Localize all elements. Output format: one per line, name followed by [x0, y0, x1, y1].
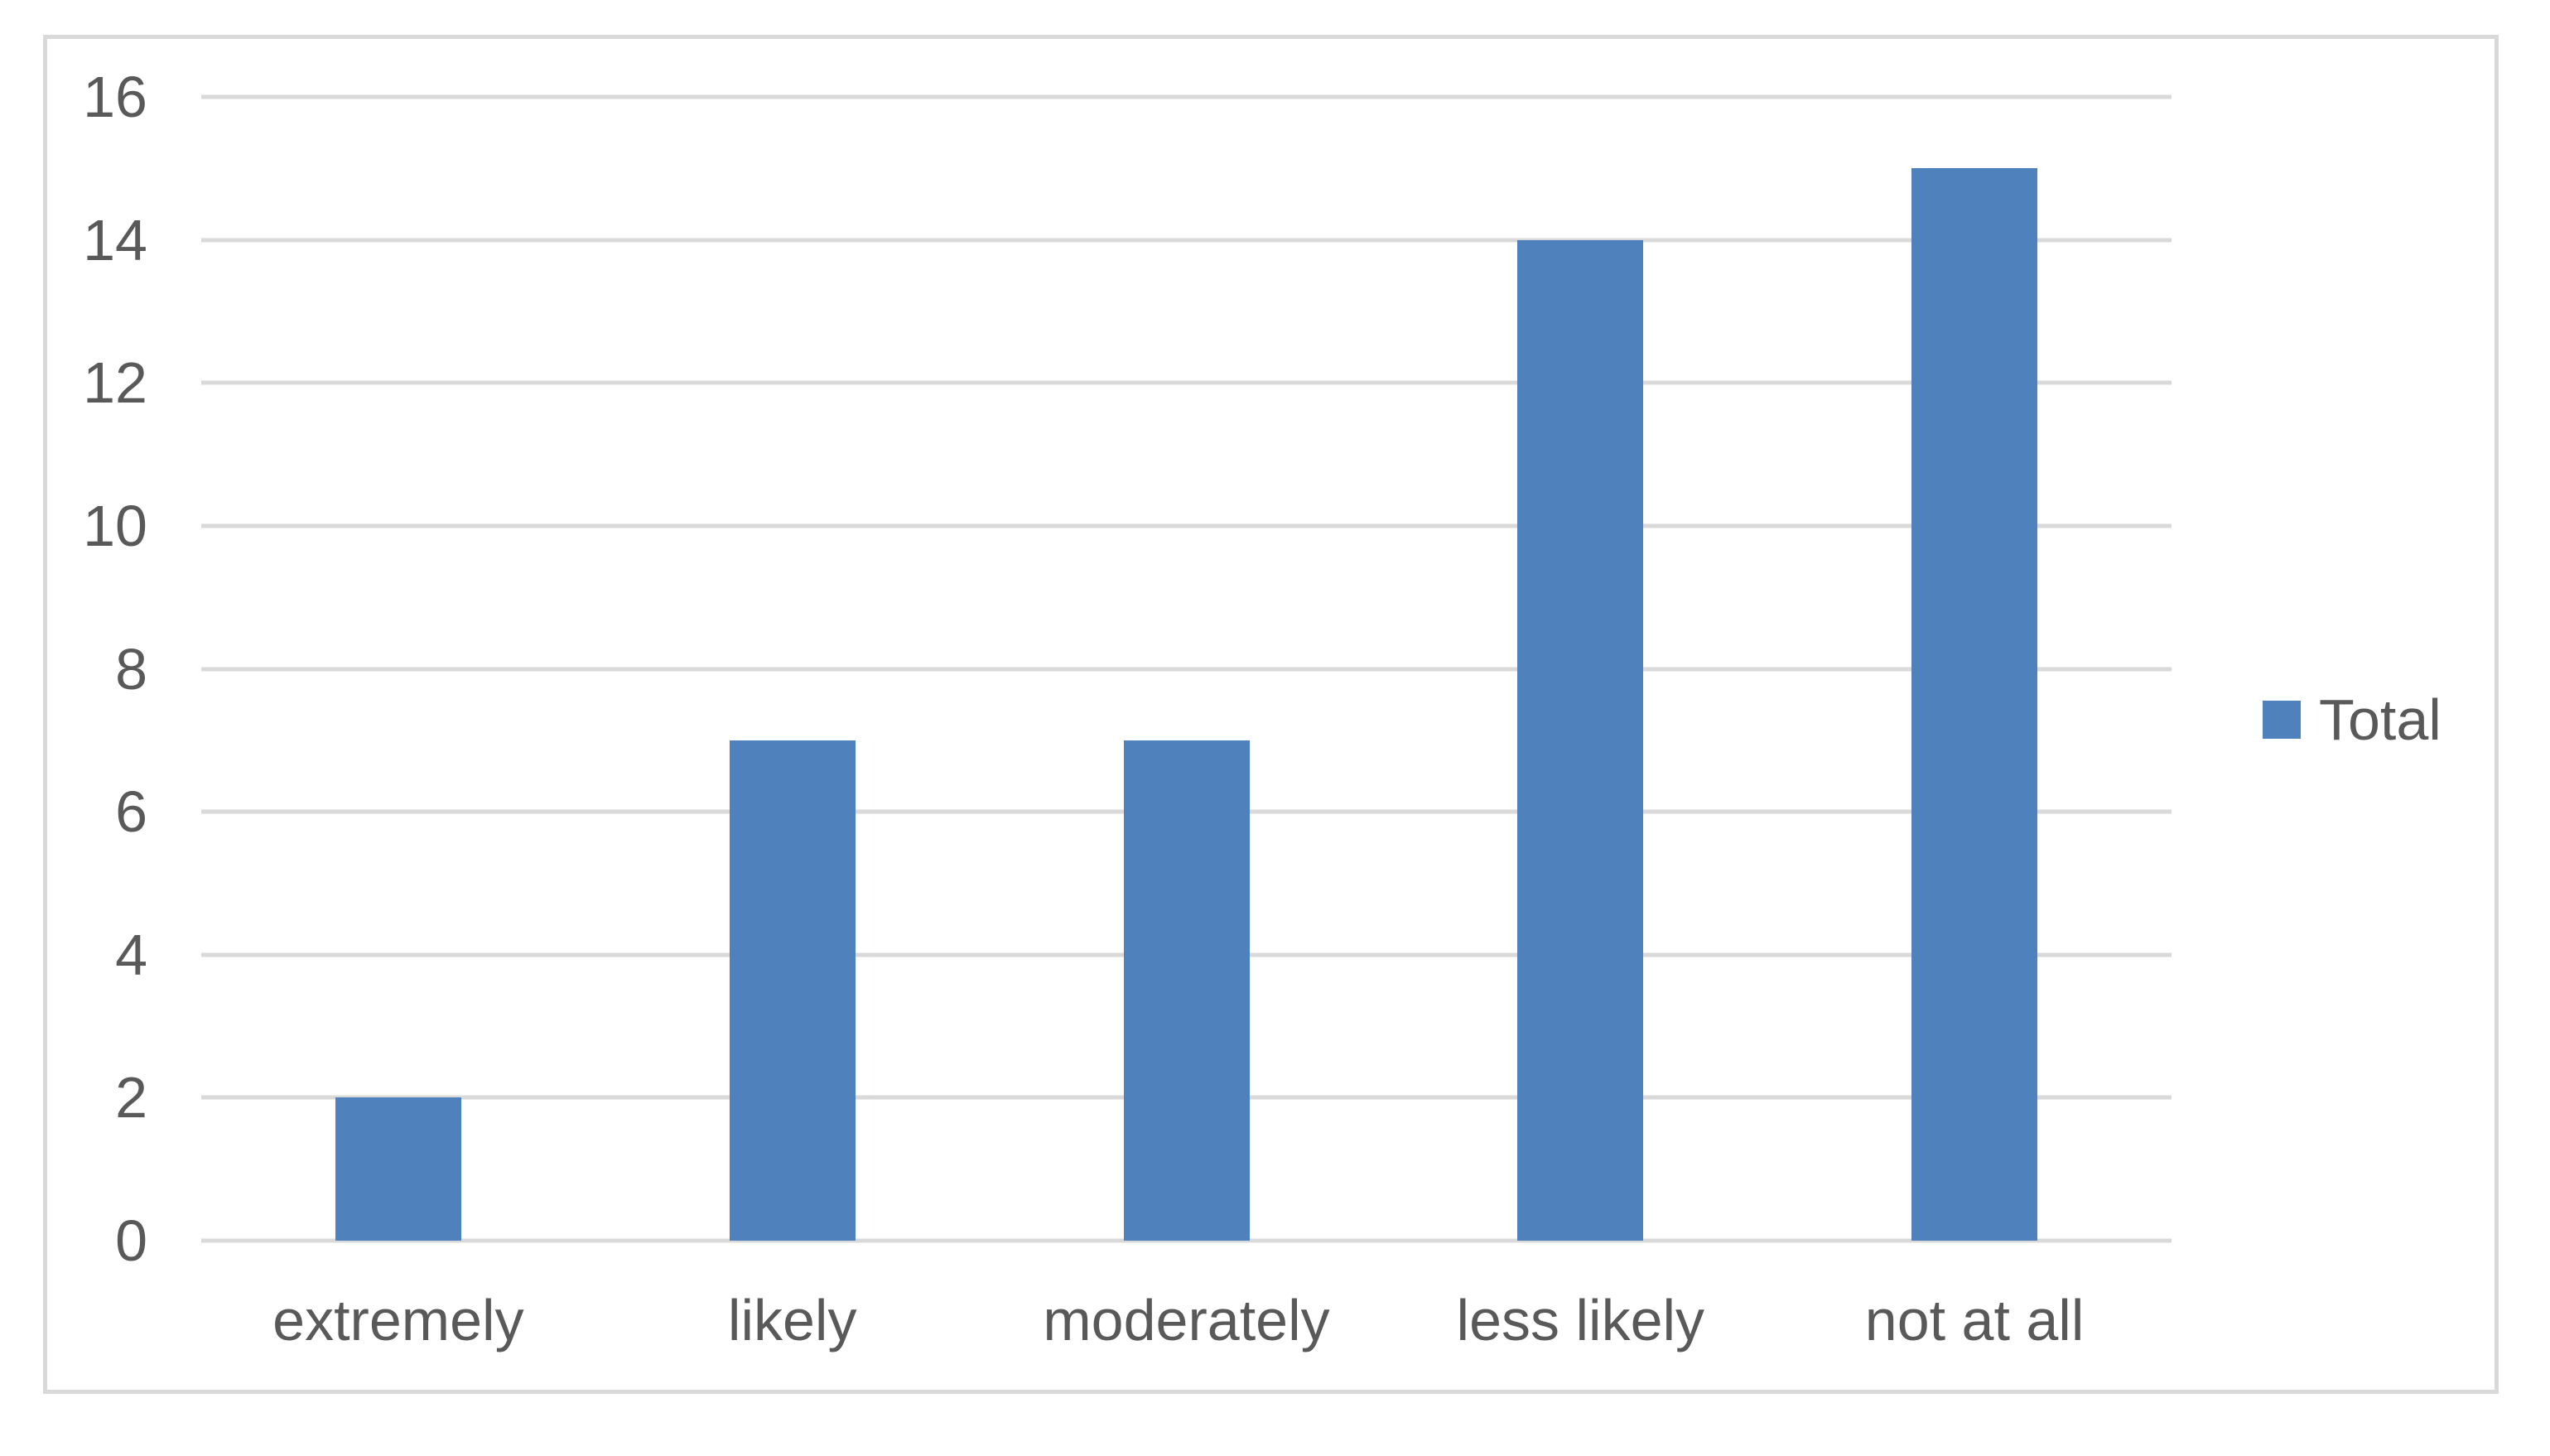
x-axis-labels: extremely likely moderately less likely not …	[201, 1241, 2172, 1381]
x-tick-label-not-at-all: not at all	[1864, 1288, 2085, 1352]
x-tick-label-likely: likely	[727, 1288, 857, 1352]
y-tick-label-0: 0	[115, 1208, 147, 1273]
bar-extremely	[335, 1097, 461, 1241]
y-tick-label-4: 4	[115, 922, 147, 987]
gridline-12	[201, 380, 2172, 385]
legend-label-total: Total	[2319, 687, 2442, 752]
y-tick-label-16: 16	[83, 65, 147, 129]
gridline-0	[201, 1238, 2172, 1243]
x-tick-label-moderately: moderately	[1043, 1288, 1330, 1352]
gridline-16	[201, 94, 2172, 99]
legend-marker-total	[2263, 701, 2301, 739]
y-tick-label-6: 6	[115, 779, 147, 845]
gridline-14	[201, 238, 2172, 243]
gridline-8	[201, 667, 2172, 671]
plot-area	[201, 94, 2172, 1243]
bar-not-at-all	[1911, 168, 2038, 1241]
y-tick-label-8: 8	[115, 636, 147, 701]
y-tick-label-10: 10	[83, 493, 147, 558]
legend: Total	[2263, 691, 2442, 749]
x-tick-label-extremely: extremely	[272, 1288, 524, 1352]
y-tick-label-14: 14	[83, 207, 147, 272]
y-tick-label-2: 2	[115, 1065, 147, 1131]
y-axis-labels: 0 2 4 6 8 10 12 14 16	[0, 68, 147, 1270]
bar-moderately	[1123, 740, 1250, 1241]
gridline-10	[201, 523, 2172, 528]
bar-less-likely	[1517, 239, 1644, 1241]
x-tick-label-less-likely: less likely	[1456, 1288, 1705, 1352]
y-tick-label-12: 12	[83, 350, 147, 416]
bar-likely	[729, 740, 856, 1241]
